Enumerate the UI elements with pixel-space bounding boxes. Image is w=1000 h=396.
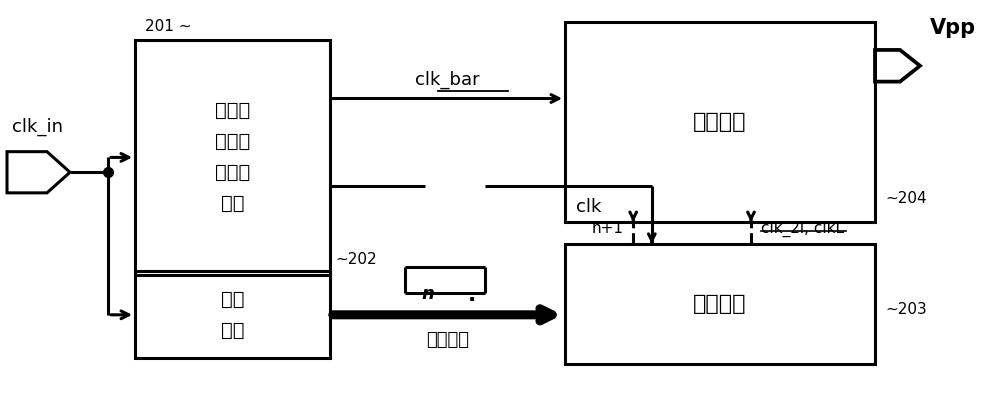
Text: clk_2i, clkL: clk_2i, clkL <box>761 221 844 237</box>
Text: 控制逻辑: 控制逻辑 <box>693 294 747 314</box>
Text: 主电荷泵: 主电荷泵 <box>693 112 747 132</box>
Text: ∼204: ∼204 <box>885 190 927 206</box>
Bar <box>565 22 875 222</box>
Text: n: n <box>421 285 434 303</box>
Text: clk_bar: clk_bar <box>415 70 480 89</box>
Text: 控制信号: 控制信号 <box>426 331 469 348</box>
Bar <box>135 40 330 275</box>
Text: ∼202: ∼202 <box>335 252 377 267</box>
Bar <box>565 244 875 364</box>
Text: clk_in: clk_in <box>12 118 63 136</box>
Bar <box>135 271 330 358</box>
Text: clk: clk <box>576 198 602 215</box>
Text: n+1: n+1 <box>591 221 623 236</box>
Text: 201 ∼: 201 ∼ <box>145 19 192 34</box>
Text: .: . <box>468 285 476 305</box>
Text: Vpp: Vpp <box>930 18 976 38</box>
Text: 数字
电路: 数字 电路 <box>221 290 244 340</box>
Text: 双相非
交叠时
钟产生
电路: 双相非 交叠时 钟产生 电路 <box>215 101 250 213</box>
Text: ∼203: ∼203 <box>885 303 927 318</box>
